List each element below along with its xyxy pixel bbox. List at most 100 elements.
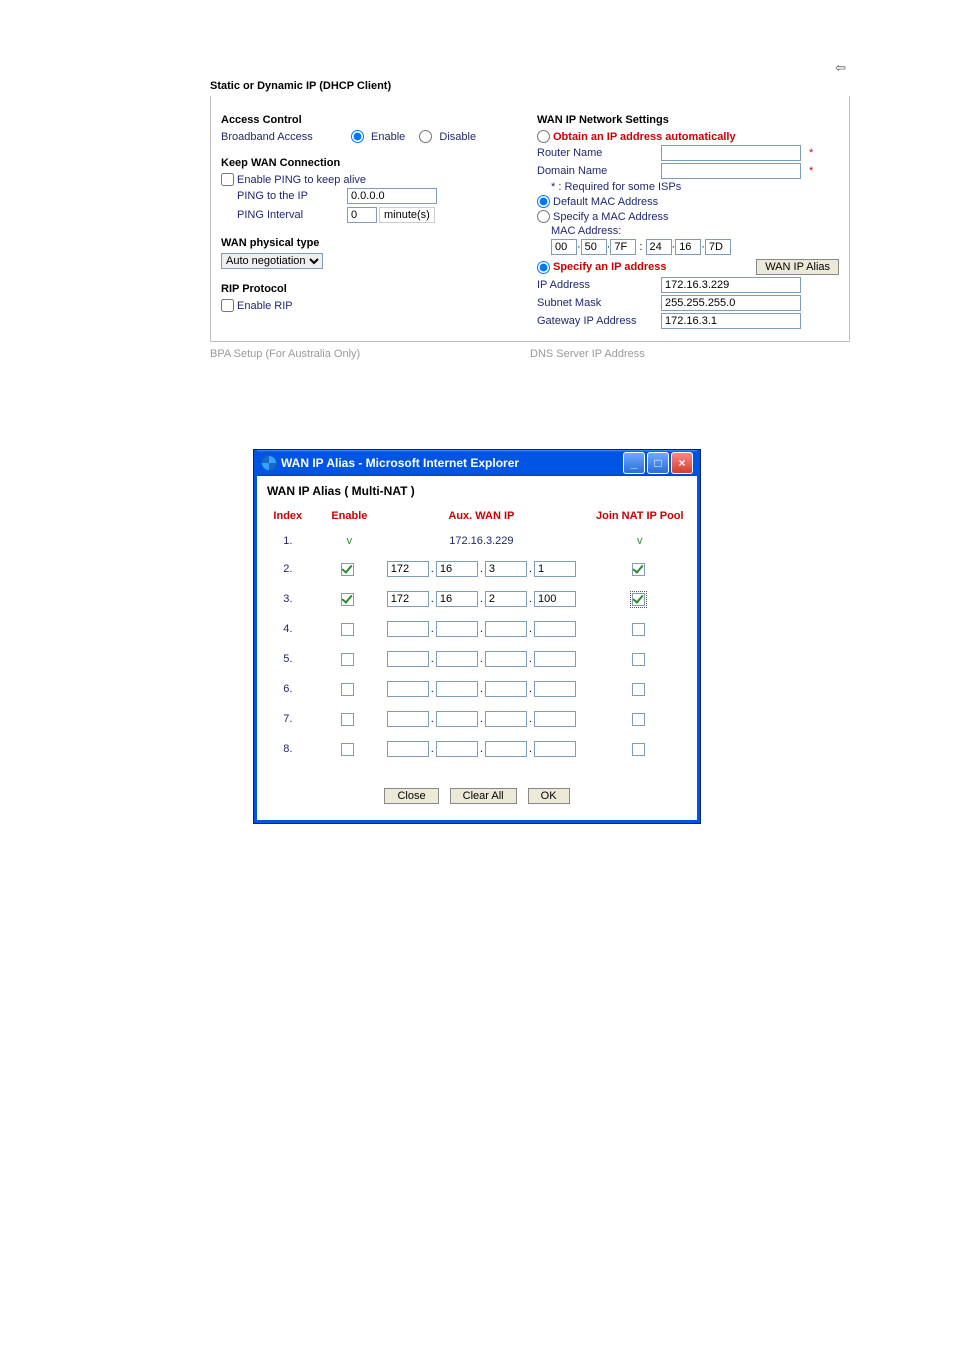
enable-checkbox[interactable] <box>341 713 354 726</box>
default-mac-radio[interactable] <box>537 195 550 208</box>
wan-physical-select[interactable]: Auto negotiation <box>221 253 323 269</box>
broadband-disable-label: Disable <box>439 131 476 143</box>
ip-octet-input[interactable] <box>534 741 576 757</box>
enable-ping-label: Enable PING to keep alive <box>237 174 366 186</box>
row-ip-cell: ... <box>380 704 582 734</box>
ip-octet-input[interactable] <box>387 621 429 637</box>
wan-ip-heading: WAN IP Network Settings <box>537 114 839 126</box>
ip-octet-input[interactable] <box>534 621 576 637</box>
specify-mac-label: Specify a MAC Address <box>553 211 669 223</box>
enable-checkbox[interactable] <box>341 683 354 696</box>
mac-address-label: MAC Address: <box>551 225 621 237</box>
ip-octet-input[interactable] <box>534 681 576 697</box>
ip-octet-input[interactable] <box>485 681 527 697</box>
table-row: 4.... <box>257 614 697 644</box>
wan-ip-alias-button[interactable]: WAN IP Alias <box>756 259 839 275</box>
table-row: 7.... <box>257 704 697 734</box>
row-index: 7. <box>257 704 319 734</box>
ip-octet-input[interactable] <box>436 621 478 637</box>
page-title: Static or Dynamic IP (DHCP Client) <box>210 80 850 92</box>
popup-clear-all-button[interactable]: Clear All <box>450 788 517 804</box>
back-arrow-icon[interactable]: ⇦ <box>835 60 846 76</box>
join-checkbox[interactable] <box>632 653 645 666</box>
mac-octet-0-input[interactable] <box>551 239 577 255</box>
enable-checkbox[interactable] <box>341 563 354 576</box>
bpa-setup-grey-text: BPA Setup (For Australia Only) <box>210 348 530 360</box>
ip-octet-input[interactable] <box>436 591 478 607</box>
enable-checkbox[interactable] <box>341 623 354 636</box>
join-checkbox[interactable] <box>632 563 645 576</box>
ip-address-label: IP Address <box>537 279 657 291</box>
ip-octet-input[interactable] <box>436 741 478 757</box>
close-window-button[interactable]: × <box>671 452 693 474</box>
join-checkbox[interactable] <box>632 683 645 696</box>
ip-octet-input[interactable] <box>534 711 576 727</box>
ip-octet-input[interactable] <box>436 651 478 667</box>
row-index: 6. <box>257 674 319 704</box>
row-join-cell <box>583 704 697 734</box>
table-row: 3.... <box>257 584 697 614</box>
ping-interval-input[interactable] <box>347 207 377 223</box>
enable-checkbox[interactable] <box>341 593 354 606</box>
row-index: 2. <box>257 554 319 584</box>
join-checkbox[interactable] <box>632 623 645 636</box>
mac-octet-5-input[interactable] <box>705 239 731 255</box>
mac-octet-4-input[interactable] <box>675 239 701 255</box>
broadband-access-label: Broadband Access <box>221 131 351 143</box>
broadband-enable-radio[interactable] <box>351 130 364 143</box>
specify-ip-radio[interactable] <box>537 261 550 274</box>
maximize-button[interactable]: □ <box>647 452 669 474</box>
ip-address-input[interactable] <box>661 277 801 293</box>
ip-octet-input[interactable] <box>387 561 429 577</box>
router-name-input[interactable] <box>661 145 801 161</box>
mac-octet-1-input[interactable] <box>581 239 607 255</box>
ip-octet-input[interactable] <box>387 591 429 607</box>
popup-heading: WAN IP Alias ( Multi-NAT ) <box>257 476 697 504</box>
ip-octet-input[interactable] <box>485 621 527 637</box>
ip-octet-input[interactable] <box>534 591 576 607</box>
ip-octet-input[interactable] <box>436 681 478 697</box>
subnet-mask-input[interactable] <box>661 295 801 311</box>
ip-octet-input[interactable] <box>387 711 429 727</box>
required-star-icon: * <box>809 147 813 159</box>
join-checkbox[interactable] <box>632 713 645 726</box>
enable-checkbox[interactable] <box>341 743 354 756</box>
domain-name-label: Domain Name <box>537 165 657 177</box>
ip-octet-input[interactable] <box>387 741 429 757</box>
window-titlebar[interactable]: WAN IP Alias - Microsoft Internet Explor… <box>257 450 697 476</box>
join-checkbox[interactable] <box>632 743 645 756</box>
ip-octet-input[interactable] <box>436 561 478 577</box>
mac-octet-2-input[interactable] <box>610 239 636 255</box>
enable-rip-label: Enable RIP <box>237 300 293 312</box>
ip-octet-input[interactable] <box>534 561 576 577</box>
table-row: 6.... <box>257 674 697 704</box>
ip-octet-input[interactable] <box>485 741 527 757</box>
enable-checkbox[interactable] <box>341 653 354 666</box>
ip-octet-input[interactable] <box>436 711 478 727</box>
specify-mac-radio[interactable] <box>537 210 550 223</box>
ip-octet-input[interactable] <box>485 711 527 727</box>
gateway-ip-input[interactable] <box>661 313 801 329</box>
ip-octet-input[interactable] <box>387 681 429 697</box>
ip-octet-input[interactable] <box>485 591 527 607</box>
col-join: Join NAT IP Pool <box>583 504 697 528</box>
popup-ok-button[interactable]: OK <box>528 788 570 804</box>
popup-close-button[interactable]: Close <box>384 788 438 804</box>
enable-ping-checkbox[interactable] <box>221 173 234 186</box>
row-ip-cell: ... <box>380 614 582 644</box>
ip-octet-input[interactable] <box>485 651 527 667</box>
ip-octet-input[interactable] <box>387 651 429 667</box>
minimize-button[interactable]: _ <box>623 452 645 474</box>
broadband-disable-radio[interactable] <box>419 130 432 143</box>
ip-octet-input[interactable] <box>534 651 576 667</box>
obtain-ip-radio[interactable] <box>537 130 550 143</box>
join-checkbox[interactable] <box>632 593 645 606</box>
ping-ip-input[interactable] <box>347 188 437 204</box>
join-static-icon: v <box>637 535 643 547</box>
enable-rip-checkbox[interactable] <box>221 299 234 312</box>
row-ip-cell: ... <box>380 674 582 704</box>
domain-name-input[interactable] <box>661 163 801 179</box>
mac-octet-3-input[interactable] <box>646 239 672 255</box>
ip-octet-input[interactable] <box>485 561 527 577</box>
router-name-label: Router Name <box>537 147 657 159</box>
